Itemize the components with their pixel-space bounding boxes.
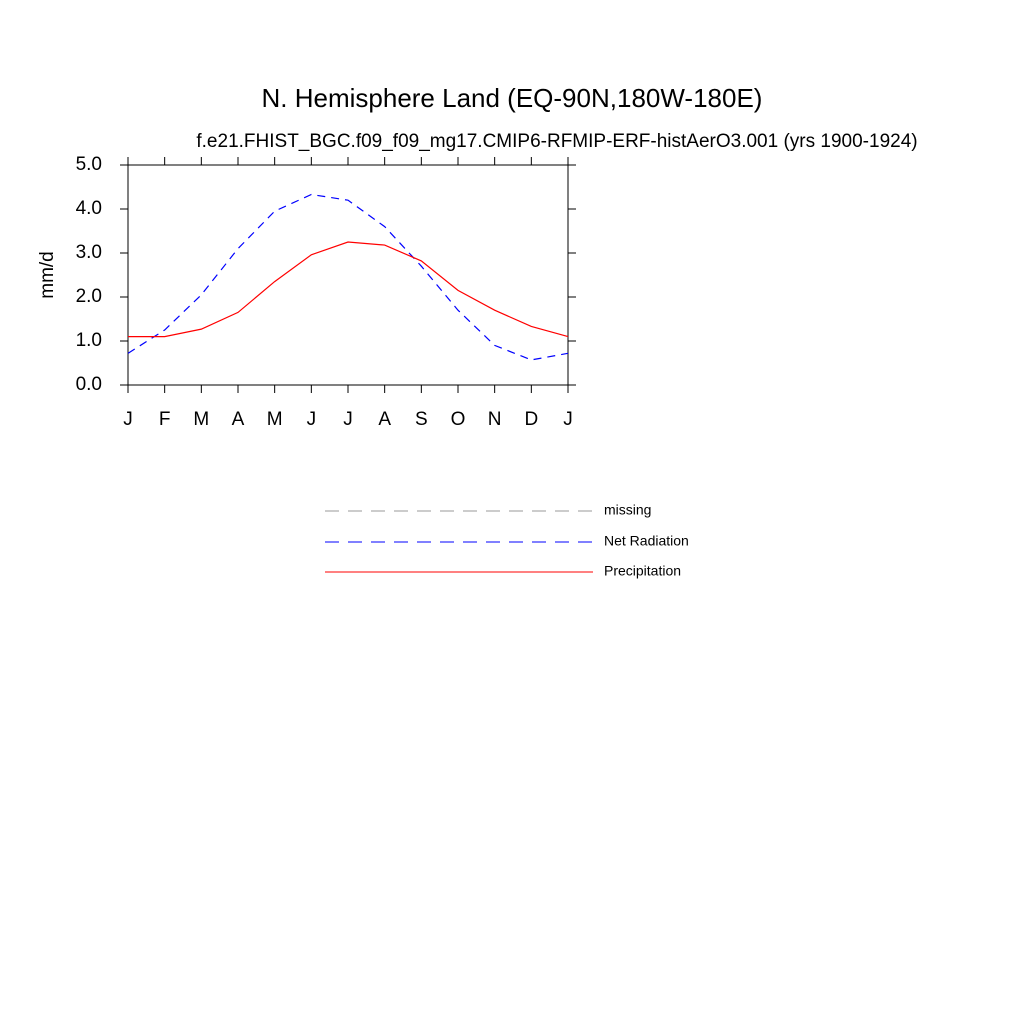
y-tick-label: 5.0 [76, 154, 102, 175]
x-tick-label: D [524, 409, 538, 430]
legend-label: Net Radiation [604, 533, 689, 549]
chart-subtitle: f.e21.FHIST_BGC.f09_f09_mg17.CMIP6-RFMIP… [196, 131, 917, 152]
x-tick-label: J [123, 409, 133, 430]
plot-frame [127, 164, 569, 386]
y-axis-label: mm/d [37, 251, 58, 299]
y-tick-label: 3.0 [76, 242, 102, 263]
y-tick-label: 1.0 [76, 330, 102, 351]
x-tick-label: A [232, 409, 245, 430]
y-tick-label: 4.0 [76, 198, 102, 219]
y-tick-label: 2.0 [76, 286, 102, 307]
x-tick-label: O [451, 409, 466, 430]
x-tick-label: S [415, 409, 428, 430]
x-tick-label: F [159, 409, 171, 430]
x-tick-label: A [378, 409, 391, 430]
series-line [127, 193, 569, 361]
x-tick-label: J [343, 409, 353, 430]
x-tick-label: M [193, 409, 209, 430]
x-tick-label: J [563, 409, 573, 430]
chart-title: N. Hemisphere Land (EQ-90N,180W-180E) [262, 83, 763, 113]
x-tick-label: J [307, 409, 317, 430]
legend-label: missing [604, 502, 651, 518]
x-tick-label: M [267, 409, 283, 430]
legend-label: Precipitation [604, 563, 681, 579]
y-tick-label: 0.0 [76, 374, 102, 395]
x-tick-label: N [488, 409, 502, 430]
series-line [128, 241, 569, 338]
